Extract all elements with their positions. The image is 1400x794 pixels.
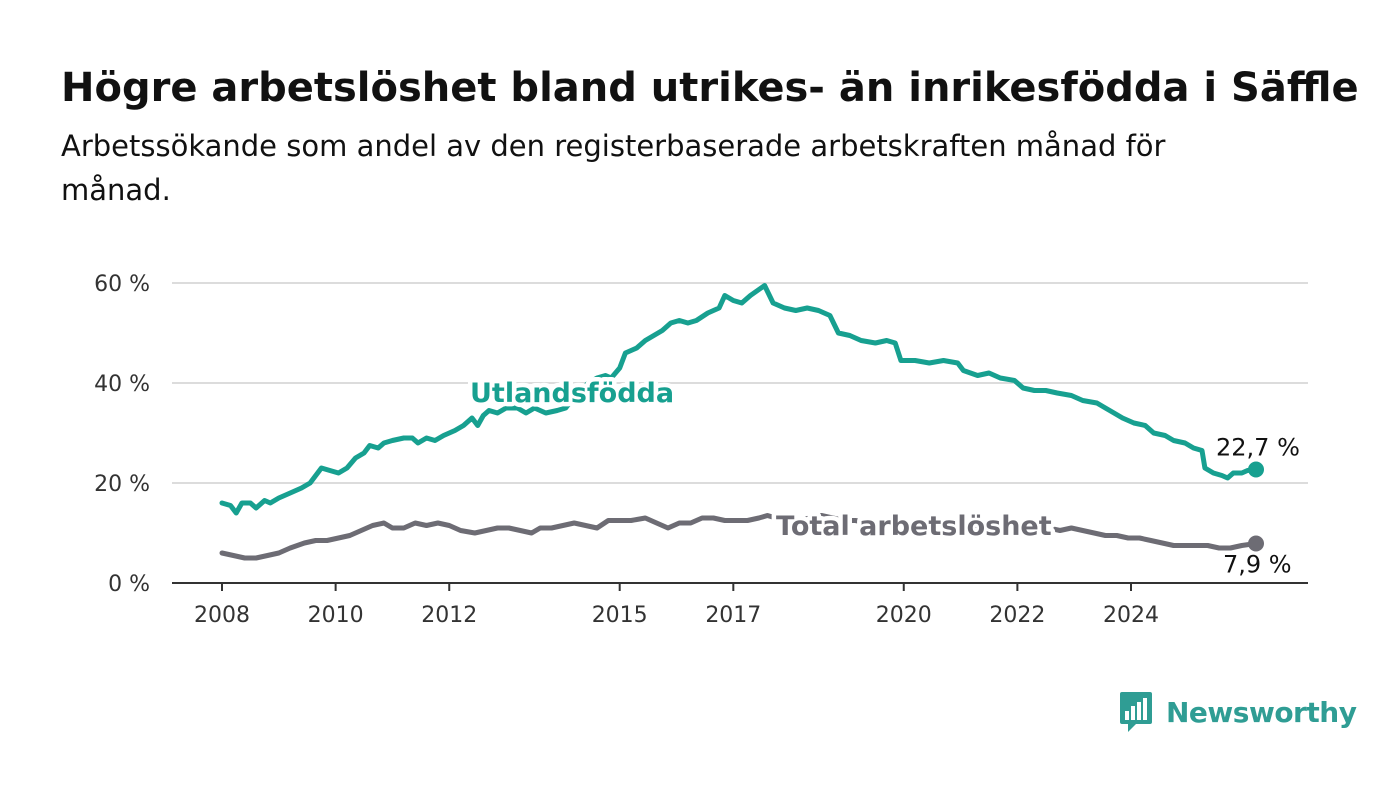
series-labels: Utlandsfödda 22,7 % Total arbetslöshet 7,9 … — [466, 374, 1303, 582]
axes: 0 % 20 % 40 % 60 % 2008 2010 2012 2015 2017 2020 2… — [94, 272, 1308, 628]
x-tick-label: 2022 — [989, 603, 1045, 628]
series-lines — [219, 283, 1264, 561]
brand-name: Newsworthy — [1166, 695, 1357, 729]
end-value-label: 22,7 % — [1216, 434, 1300, 462]
x-tick-label: 2020 — [876, 603, 932, 628]
y-tick-label: 40 % — [94, 372, 150, 397]
chart-title: Högre arbetslöshet bland utrikes- än inr… — [61, 65, 1359, 111]
series-line — [219, 283, 1259, 516]
newsworthy-logo: Newsworthy — [1118, 690, 1357, 734]
y-tick-label: 0 % — [108, 572, 150, 597]
x-tick-label: 2015 — [592, 603, 648, 628]
series-line — [219, 513, 1259, 561]
end-value-label: 7,9 % — [1223, 551, 1292, 579]
series-name-label: Utlandsfödda — [470, 378, 674, 409]
y-tick-label: 60 % — [94, 272, 150, 297]
x-tick-label: 2010 — [308, 603, 364, 628]
series-name-label: Total arbetslöshet — [776, 511, 1052, 542]
y-tick-label: 20 % — [94, 472, 150, 497]
end-point-marker — [1248, 461, 1264, 478]
x-tick-label: 2024 — [1103, 603, 1159, 628]
chart-subtitle: Arbetssökande som andel av den registerb… — [61, 129, 1166, 207]
x-tick-label: 2012 — [421, 603, 477, 628]
grid-lines — [172, 282, 1308, 484]
x-tick-label: 2017 — [705, 603, 761, 628]
end-point-marker — [1248, 535, 1264, 552]
bar-chart-icon — [1120, 692, 1152, 732]
x-tick-label: 2008 — [194, 603, 250, 628]
